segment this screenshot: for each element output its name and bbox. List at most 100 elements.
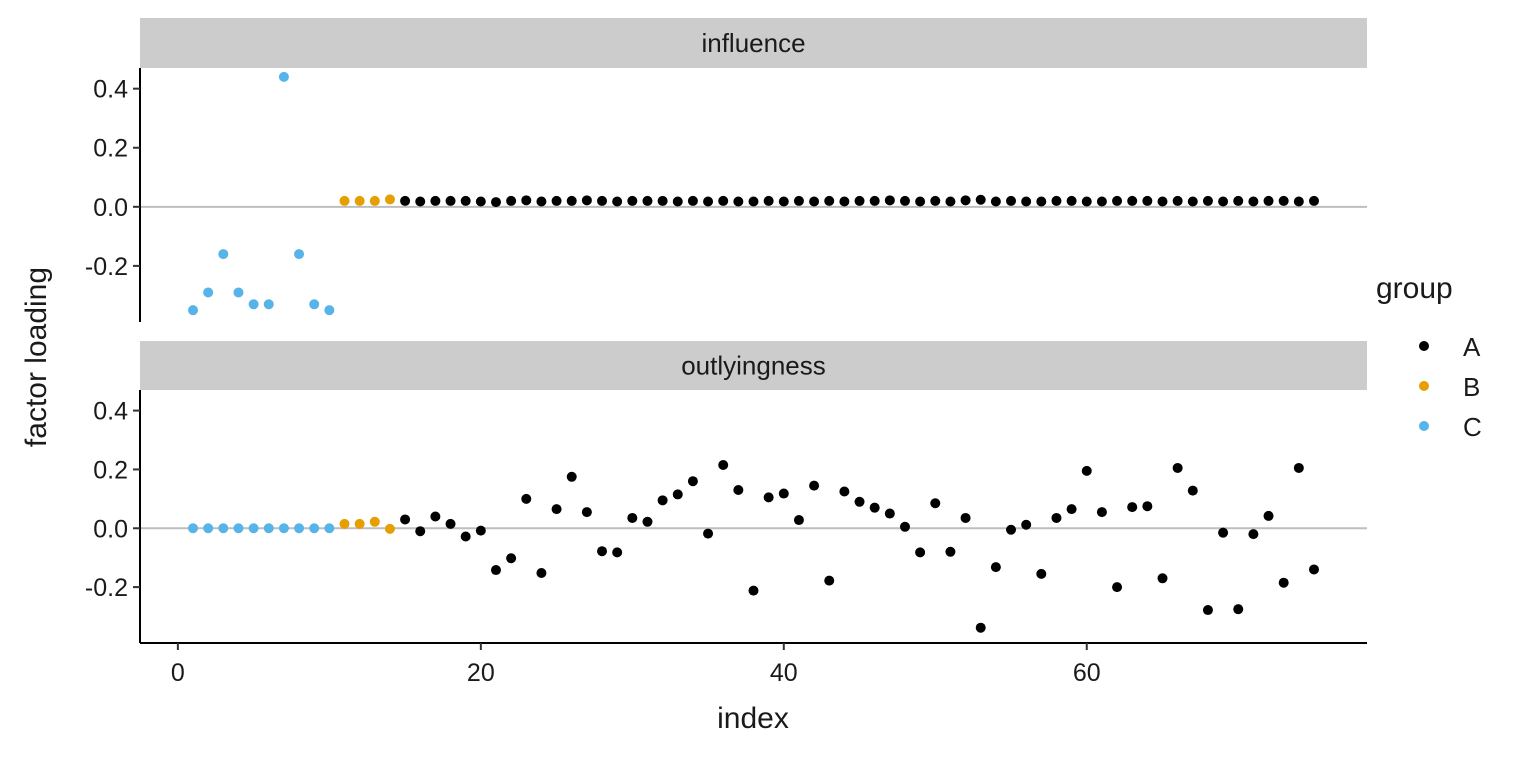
point-outlyingness-16: [415, 526, 426, 537]
point-outlyingness-14: [384, 523, 395, 534]
point-outlyingness-72: [1263, 510, 1274, 521]
point-outlyingness-9: [309, 523, 320, 534]
legend-label-C: C: [1463, 412, 1482, 442]
legend-label-A: A: [1463, 332, 1481, 362]
point-outlyingness-2: [203, 523, 214, 534]
point-outlyingness-38: [748, 585, 759, 596]
point-influence-23: [521, 195, 532, 206]
point-influence-52: [960, 195, 971, 206]
point-influence-8: [294, 249, 305, 260]
y-tick-label: 0.0: [93, 515, 128, 543]
point-outlyingness-46: [869, 502, 880, 513]
point-outlyingness-33: [672, 489, 683, 500]
point-influence-5: [248, 299, 259, 310]
point-outlyingness-53: [975, 622, 986, 633]
legend-keys: ABC: [1419, 332, 1482, 442]
point-influence-22: [506, 195, 517, 206]
point-influence-58: [1051, 195, 1062, 206]
x-tick-label: 60: [1073, 659, 1101, 687]
point-outlyingness-17: [430, 511, 441, 522]
point-outlyingness-63: [1127, 502, 1138, 513]
point-influence-43: [824, 195, 835, 206]
point-outlyingness-22: [506, 553, 517, 564]
y-tick-label: 0.2: [93, 456, 128, 484]
point-influence-26: [566, 195, 577, 206]
point-outlyingness-32: [657, 495, 668, 506]
point-outlyingness-55: [1006, 524, 1017, 535]
point-outlyingness-35: [703, 528, 714, 539]
point-outlyingness-6: [263, 523, 274, 534]
point-outlyingness-11: [339, 518, 350, 529]
point-influence-42: [809, 196, 820, 207]
point-influence-32: [657, 195, 668, 206]
point-outlyingness-37: [733, 485, 744, 496]
point-influence-75: [1308, 195, 1319, 206]
point-outlyingness-64: [1142, 501, 1153, 512]
point-influence-21: [490, 197, 501, 208]
point-influence-59: [1066, 195, 1077, 206]
point-influence-72: [1263, 195, 1274, 206]
y-tick-label: 0.0: [93, 194, 128, 222]
point-outlyingness-21: [490, 565, 501, 576]
point-influence-2: [203, 287, 214, 298]
point-influence-7: [278, 71, 289, 82]
point-influence-28: [597, 195, 608, 206]
point-influence-44: [839, 196, 850, 207]
point-outlyingness-1: [188, 523, 199, 534]
point-outlyingness-29: [612, 547, 623, 558]
point-influence-4: [233, 287, 244, 298]
point-outlyingness-58: [1051, 512, 1062, 523]
point-outlyingness-28: [597, 546, 608, 557]
y-tick-label: 0.4: [93, 398, 128, 426]
point-influence-39: [763, 195, 774, 206]
facet-panel-influence: influence -0.2 0.0 0.2 0.4: [85, 18, 1367, 322]
point-influence-15: [400, 195, 411, 206]
point-influence-47: [884, 195, 895, 206]
point-outlyingness-44: [839, 486, 850, 497]
point-outlyingness-57: [1036, 568, 1047, 579]
point-influence-41: [793, 195, 804, 206]
point-influence-53: [975, 194, 986, 205]
point-outlyingness-26: [566, 471, 577, 482]
point-influence-63: [1127, 195, 1138, 206]
point-outlyingness-47: [884, 508, 895, 519]
y-tick-label: -0.2: [85, 574, 128, 602]
facet-strip: [140, 18, 1367, 68]
point-outlyingness-23: [521, 493, 532, 504]
point-influence-54: [990, 196, 1001, 207]
point-influence-11: [339, 195, 350, 206]
point-influence-20: [475, 196, 486, 207]
point-influence-19: [460, 195, 471, 206]
point-influence-73: [1278, 195, 1289, 206]
data-points: [188, 71, 1319, 316]
point-influence-61: [1096, 196, 1107, 207]
point-outlyingness-73: [1278, 577, 1289, 588]
point-outlyingness-62: [1112, 582, 1123, 593]
x-axis-title: index: [717, 702, 789, 735]
point-influence-27: [581, 195, 592, 206]
point-influence-29: [612, 196, 623, 207]
point-influence-40: [778, 196, 789, 207]
point-influence-38: [748, 196, 759, 207]
point-outlyingness-34: [687, 476, 698, 487]
point-outlyingness-4: [233, 523, 244, 534]
point-outlyingness-68: [1202, 605, 1213, 616]
point-outlyingness-52: [960, 512, 971, 523]
point-influence-1: [188, 305, 199, 316]
point-influence-48: [899, 195, 910, 206]
point-outlyingness-40: [778, 488, 789, 499]
point-outlyingness-69: [1218, 527, 1229, 538]
point-influence-65: [1157, 196, 1168, 207]
point-influence-36: [718, 195, 729, 206]
point-outlyingness-41: [793, 515, 804, 526]
facet-panels: influence -0.2 0.0 0.2 0.4 outlyingness -0.2 0.…: [85, 18, 1367, 643]
point-influence-13: [369, 195, 380, 206]
point-outlyingness-15: [400, 514, 411, 525]
point-influence-70: [1233, 195, 1244, 206]
legend: group ABC: [1376, 272, 1482, 442]
y-axis-title: factor loading: [20, 267, 53, 447]
point-influence-56: [1021, 196, 1032, 207]
point-outlyingness-66: [1172, 462, 1183, 473]
y-tick-label: 0.4: [93, 76, 128, 104]
